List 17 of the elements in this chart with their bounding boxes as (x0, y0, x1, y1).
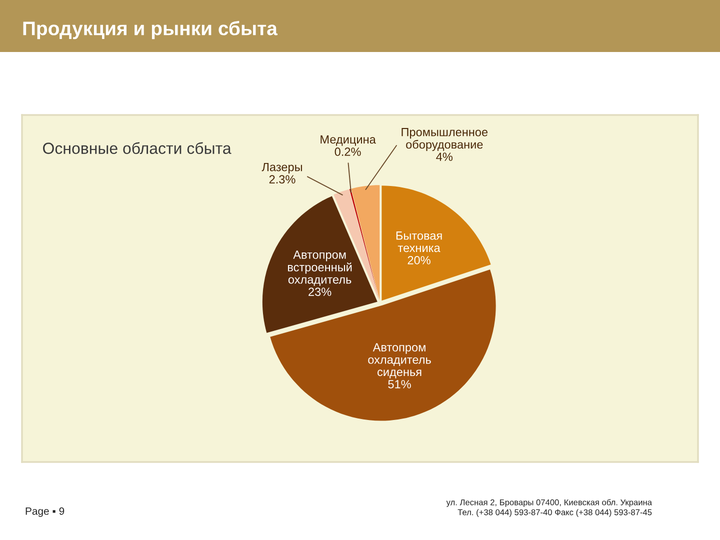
slice-label: Автопром охладитель сиденья (368, 343, 431, 378)
slice-label: Бытовая техника (396, 232, 442, 252)
chart-title: Продукция и рынки сбыта (23, 20, 278, 40)
data-label: 20% (408, 256, 430, 264)
slice-label: Автопром встроенный охладитель (288, 250, 352, 286)
text: Основные области сбыта (43, 142, 232, 154)
slice-label: Лазеры (262, 162, 302, 174)
data-label: 23% (308, 288, 332, 296)
text: ул. Лесная 2, Бровары 07400, Киевская обл. Украина (446, 499, 652, 507)
text: Page ▪ 9 (26, 507, 64, 517)
data-label: 2.3% (269, 175, 296, 184)
slice-label: Промышленное оборудование (402, 128, 488, 152)
data-label: 0.2% (334, 148, 361, 156)
slice-label: Медицина (320, 135, 376, 146)
data-label: 4% (436, 152, 453, 161)
data-label: 51% (388, 380, 411, 388)
text: Тел. (+38 044) 593-87-40 Факс (+38 044) 593-87-45 (458, 509, 652, 517)
